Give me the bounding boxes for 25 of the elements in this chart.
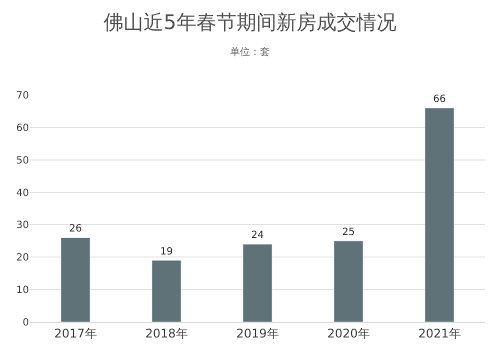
bar xyxy=(242,244,272,322)
chart-title: 佛山近5年春节期间新房成交情况 xyxy=(104,10,396,34)
data-label: 25 xyxy=(342,226,355,238)
x-tick-label: 2019年 xyxy=(236,326,279,340)
bar xyxy=(60,237,90,322)
y-tick-label: 30 xyxy=(16,220,29,232)
x-tick-label: 2018年 xyxy=(145,326,188,340)
bar xyxy=(152,260,182,322)
y-tick-label: 10 xyxy=(16,285,29,296)
y-tick-label: 0 xyxy=(22,318,29,328)
x-tick-label: 2017年 xyxy=(54,326,97,340)
y-tick-label: 70 xyxy=(16,90,29,102)
data-label: 19 xyxy=(160,246,173,258)
y-tick-label: 20 xyxy=(16,252,29,264)
chart-subtitle: 单位：套 xyxy=(230,46,270,58)
data-label: 24 xyxy=(251,230,264,242)
x-tick-label: 2020年 xyxy=(327,326,370,340)
y-tick-label: 40 xyxy=(16,188,29,199)
y-tick-label: 50 xyxy=(16,155,29,166)
data-label: 26 xyxy=(69,224,82,235)
bar xyxy=(424,108,454,322)
bar xyxy=(334,240,364,322)
x-tick-label: 2021年 xyxy=(418,326,461,340)
y-tick-label: 60 xyxy=(16,122,29,134)
data-label: 66 xyxy=(433,94,446,105)
